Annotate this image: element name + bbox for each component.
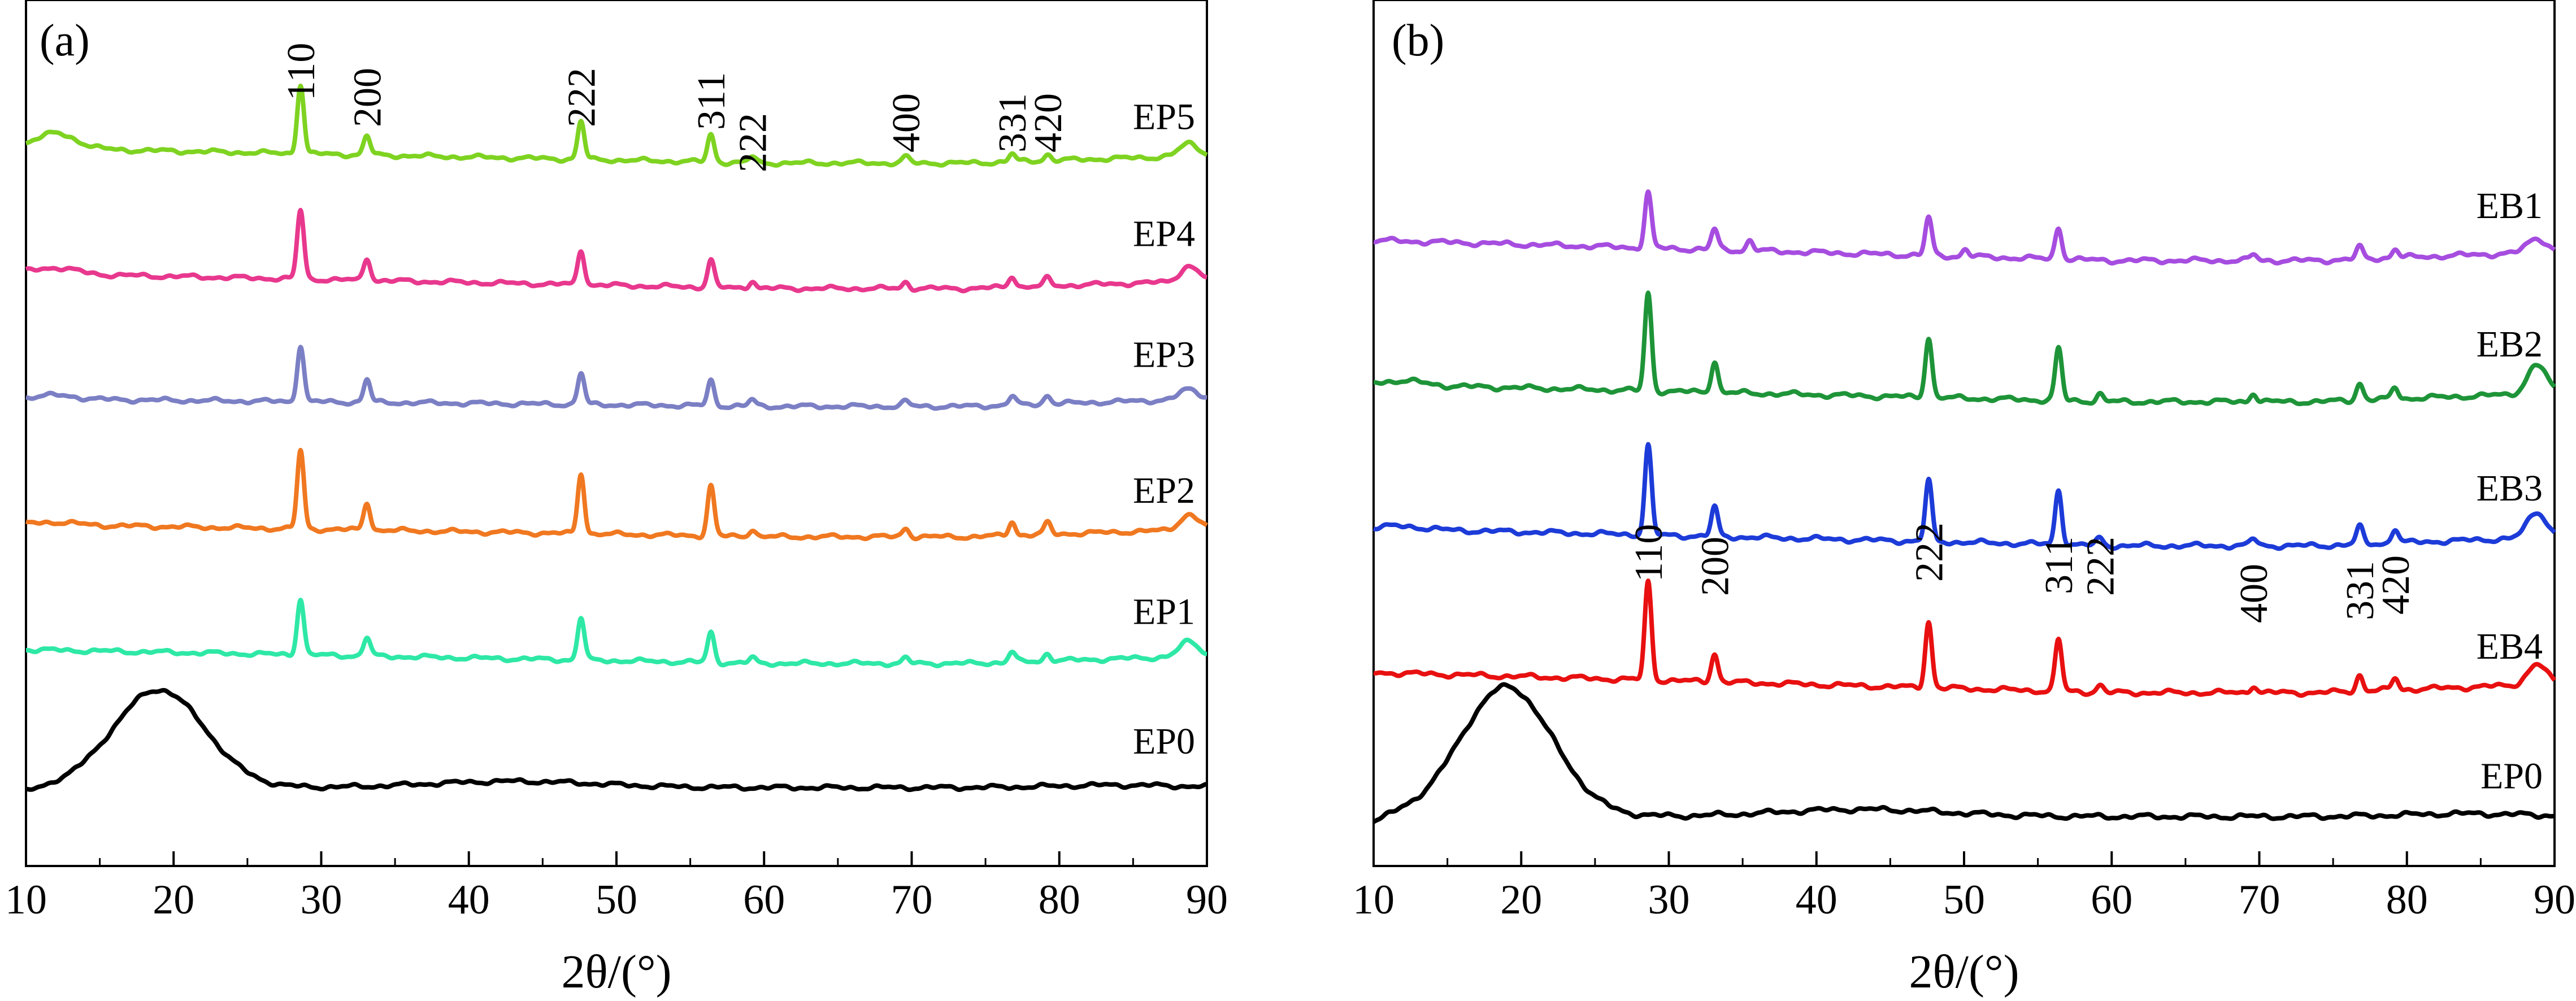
panel-a-x-axis-title: 2θ/(°) bbox=[561, 946, 671, 998]
panel-b-series-eb3-line bbox=[1372, 442, 2556, 551]
panel-b-x-tick-label-80: 80 bbox=[2386, 877, 2428, 923]
panel-b-peak-label-420-7: 420 bbox=[2374, 555, 2418, 615]
panel-b-x-tick-label-70: 70 bbox=[2239, 877, 2280, 923]
panel-a-x-tick-label-20: 20 bbox=[153, 877, 194, 923]
panel-a: (a) 2θ/(°) 10 20 30 40 50 60 70 80 90 EP5EP4EP3E… bbox=[5, 0, 1228, 998]
panel-b-x-axis-title: 2θ/(°) bbox=[1909, 946, 2019, 998]
panel-b-series-label-eb4: EB4 bbox=[2477, 626, 2543, 667]
panel-a-peak-label-110-0: 110 bbox=[280, 43, 323, 101]
panel-b-x-tick-label-60: 60 bbox=[2091, 877, 2132, 923]
panel-b-peak-label-110-0: 110 bbox=[1627, 524, 1671, 582]
panel-b-x-tick-label-20: 20 bbox=[1500, 877, 1542, 923]
panel-a-series-ep2-line bbox=[24, 447, 1209, 542]
panel-a-x-tick-label-60: 60 bbox=[743, 877, 785, 923]
panel-a-x-tick-label-90: 90 bbox=[1186, 877, 1228, 923]
panel-a-label: (a) bbox=[40, 16, 90, 66]
panel-a-series-label-ep2: EP2 bbox=[1133, 470, 1195, 511]
panel-a-series-label-ep3: EP3 bbox=[1133, 334, 1195, 375]
panel-b-x-tick-label-40: 40 bbox=[1796, 877, 1837, 923]
panel-b-x-tick-label-10: 10 bbox=[1353, 877, 1395, 923]
panel-b-x-ticks: 10 20 30 40 50 60 70 80 90 bbox=[1353, 851, 2575, 923]
panel-a-series-ep0-line bbox=[24, 687, 1209, 793]
panel-b-peak-label-400-5: 400 bbox=[2232, 564, 2276, 623]
panel-b-series-label-eb1: EB1 bbox=[2477, 185, 2543, 227]
panel-a-series-ep4-line bbox=[24, 207, 1209, 294]
panel-b: (b) 2θ/(°) 10 20 30 40 50 60 70 80 90 EB1EB2EB3E… bbox=[1353, 0, 2575, 998]
panel-b-peak-label-331-6: 331 bbox=[2339, 561, 2382, 620]
panel-a-x-tick-label-40: 40 bbox=[448, 877, 490, 923]
panel-b-peak-label-222-4: 222 bbox=[2079, 537, 2122, 596]
panel-a-x-ticks: 10 20 30 40 50 60 70 80 90 bbox=[5, 851, 1228, 923]
panel-a-x-tick-label-10: 10 bbox=[5, 877, 47, 923]
panel-a-peak-label-420-7: 420 bbox=[1027, 93, 1070, 153]
panel-a-x-tick-label-30: 30 bbox=[301, 877, 342, 923]
panel-a-x-tick-label-80: 80 bbox=[1039, 877, 1080, 923]
panel-b-peak-label-222-2: 222 bbox=[1908, 523, 1951, 582]
panel-b-series-ep0-line bbox=[1372, 682, 2556, 824]
panel-a-peak-label-200-1: 200 bbox=[346, 68, 389, 127]
panel-b-x-tick-label-50: 50 bbox=[1943, 877, 1985, 923]
panel-a-series-label-ep0: EP0 bbox=[1133, 721, 1195, 762]
panel-b-series-label-eb2: EB2 bbox=[2477, 324, 2543, 365]
panel-b-series: EB1 EB2 EB3 EB4 EP0 bbox=[1372, 185, 2557, 824]
panel-b-series-label-eb3: EB3 bbox=[2477, 468, 2543, 509]
panel-a-series-ep5-line bbox=[24, 84, 1209, 168]
panel-b-x-tick-label-90: 90 bbox=[2534, 877, 2575, 923]
panel-b-peak-label-200-1: 200 bbox=[1693, 537, 1737, 596]
panel-a-peak-label-222-2: 222 bbox=[560, 68, 603, 127]
panel-a-peak-label-311-3: 311 bbox=[690, 72, 733, 130]
panel-a-series: EP5 EP4 EP3 EP2 EP1 EP0 bbox=[24, 84, 1209, 793]
panel-b-x-tick-label-30: 30 bbox=[1648, 877, 1690, 923]
panel-b-series-label-ep0: EP0 bbox=[2481, 756, 2543, 797]
panel-a-x-tick-label-70: 70 bbox=[891, 877, 933, 923]
panel-a-series-label-ep4: EP4 bbox=[1133, 214, 1195, 255]
panel-b-series-eb2-line bbox=[1372, 290, 2556, 406]
panel-b-peak-label-311-3: 311 bbox=[2038, 537, 2081, 594]
panel-a-series-ep1-line bbox=[24, 598, 1209, 668]
panel-a-peak-label-222-4: 222 bbox=[731, 113, 775, 172]
panel-a-series-label-ep5: EP5 bbox=[1133, 97, 1195, 138]
panel-b-series-eb1-line bbox=[1372, 189, 2556, 266]
panel-b-label: (b) bbox=[1392, 16, 1444, 66]
panel-a-peak-label-400-5: 400 bbox=[885, 93, 928, 153]
panel-a-peak-label-331-6: 331 bbox=[991, 93, 1035, 153]
panel-a-x-tick-label-50: 50 bbox=[596, 877, 637, 923]
panel-a-series-label-ep1: EP1 bbox=[1133, 591, 1195, 632]
panel-b-series-eb4-line bbox=[1372, 578, 2557, 698]
panel-a-series-ep3-line bbox=[24, 345, 1209, 411]
